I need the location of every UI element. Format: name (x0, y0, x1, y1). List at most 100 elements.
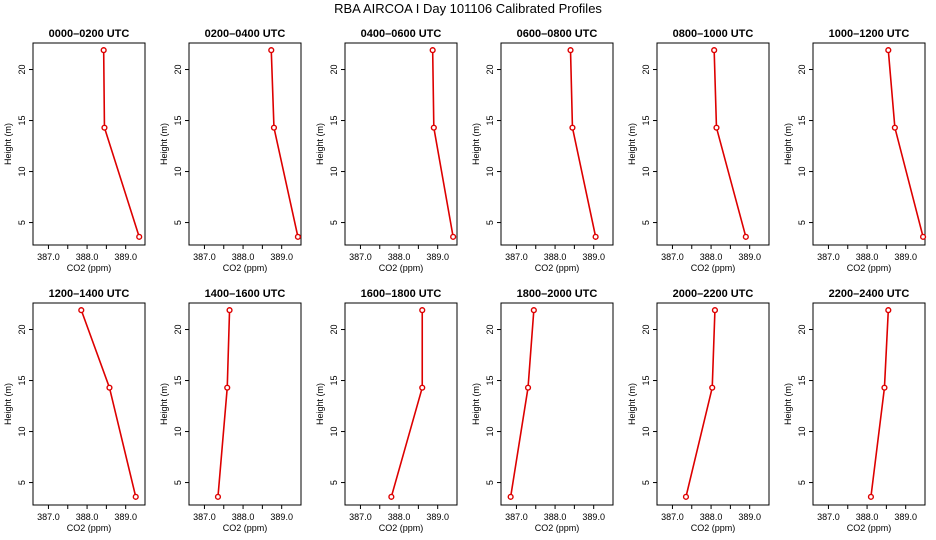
x-axis-label: CO2 (ppm) (847, 523, 892, 533)
x-axis-label: CO2 (ppm) (847, 263, 892, 273)
profile-point (567, 47, 574, 54)
x-axis-label: CO2 (ppm) (67, 263, 112, 273)
profile-line (390, 310, 424, 498)
profile-line (509, 310, 535, 497)
y-tick-label: 10 (797, 427, 807, 437)
profile-point (214, 493, 222, 500)
y-tick-label: 20 (17, 325, 27, 335)
y-tick-label: 15 (641, 116, 651, 126)
profile-point (711, 307, 719, 314)
x-tick-label: 389.0 (894, 512, 917, 522)
y-tick-label: 10 (641, 427, 651, 437)
profile-point (885, 47, 892, 54)
x-tick-label: 387.0 (505, 252, 528, 262)
profile-point (419, 307, 426, 314)
profile-line (569, 50, 597, 238)
plot-frame (32, 42, 146, 246)
y-tick-label: 10 (485, 167, 495, 177)
profile-point (713, 124, 720, 131)
y-tick-label: 5 (641, 480, 651, 485)
x-tick-label: 389.0 (426, 512, 449, 522)
x-tick-label: 388.0 (76, 252, 99, 262)
y-axis-label: Height (m) (3, 383, 13, 425)
y-tick-label: 5 (329, 220, 339, 225)
plot-frame (344, 42, 458, 246)
y-tick-label: 5 (485, 480, 495, 485)
panel-title: 0600–0800 UTC (517, 28, 598, 40)
x-tick-label: 387.0 (193, 512, 216, 522)
x-tick-label: 388.0 (856, 252, 879, 262)
y-tick-label: 15 (797, 116, 807, 126)
x-axis-label: CO2 (ppm) (535, 523, 580, 533)
y-tick-label: 15 (329, 116, 339, 126)
y-tick-label: 10 (17, 427, 27, 437)
y-tick-label: 15 (797, 376, 807, 386)
profile-point (136, 233, 143, 240)
profile-point (867, 493, 875, 500)
y-tick-label: 5 (641, 220, 651, 225)
y-tick-label: 20 (797, 325, 807, 335)
y-tick-label: 20 (173, 325, 183, 335)
x-tick-label: 387.0 (349, 252, 372, 262)
x-axis-label: CO2 (ppm) (67, 523, 112, 533)
x-tick-label: 387.0 (193, 252, 216, 262)
panel-title: 0800–1000 UTC (673, 28, 754, 40)
x-axis-label: CO2 (ppm) (223, 263, 268, 273)
y-tick-label: 20 (641, 65, 651, 75)
y-axis-label: Height (m) (783, 383, 793, 425)
x-tick-label: 387.0 (37, 512, 60, 522)
y-axis-label: Height (m) (627, 383, 637, 425)
x-tick-label: 389.0 (894, 252, 917, 262)
x-tick-label: 389.0 (270, 512, 293, 522)
y-tick-label: 15 (173, 116, 183, 126)
plot-frame (812, 42, 926, 246)
y-tick-label: 20 (173, 65, 183, 75)
profile-line (270, 50, 299, 238)
x-tick-label: 388.0 (388, 252, 411, 262)
y-tick-label: 10 (485, 427, 495, 437)
profile-point (78, 307, 85, 314)
profile-point (592, 233, 599, 240)
y-axis-label: Height (m) (159, 123, 169, 165)
y-tick-label: 5 (797, 480, 807, 485)
figure-title: RBA AIRCOA I Day 101106 Calibrated Profi… (334, 1, 602, 16)
profile-point (450, 233, 457, 240)
x-tick-label: 387.0 (661, 512, 684, 522)
profile-line (887, 50, 924, 238)
panel-title: 1600–1800 UTC (361, 288, 442, 300)
x-axis-label: CO2 (ppm) (535, 263, 580, 273)
profile-point (419, 384, 426, 391)
profile-point (891, 124, 898, 131)
x-tick-label: 388.0 (700, 252, 723, 262)
y-tick-label: 5 (485, 220, 495, 225)
x-tick-label: 389.0 (738, 252, 761, 262)
x-tick-label: 388.0 (856, 512, 879, 522)
plot-frame (500, 42, 614, 246)
profile-point (224, 384, 231, 391)
y-tick-label: 15 (485, 376, 495, 386)
y-axis-label: Height (m) (315, 383, 325, 425)
x-tick-label: 389.0 (582, 512, 605, 522)
panel-title: 1200–1400 UTC (49, 288, 130, 300)
profile-point (530, 307, 537, 314)
y-tick-label: 15 (17, 376, 27, 386)
y-tick-label: 10 (173, 167, 183, 177)
y-tick-label: 5 (173, 480, 183, 485)
y-tick-label: 20 (797, 65, 807, 75)
y-tick-label: 5 (329, 480, 339, 485)
profile-line (685, 310, 716, 498)
panel-title: 0200–0400 UTC (205, 28, 286, 40)
x-axis-label: CO2 (ppm) (379, 263, 424, 273)
x-tick-label: 388.0 (232, 252, 255, 262)
y-tick-label: 10 (797, 167, 807, 177)
y-tick-label: 10 (329, 427, 339, 437)
x-tick-label: 389.0 (738, 512, 761, 522)
profile-point (682, 493, 690, 500)
y-axis-label: Height (m) (627, 123, 637, 165)
plot-frame (500, 302, 614, 506)
y-tick-label: 15 (641, 376, 651, 386)
x-tick-label: 387.0 (349, 512, 372, 522)
profile-point (132, 493, 139, 500)
profile-point (742, 233, 749, 240)
